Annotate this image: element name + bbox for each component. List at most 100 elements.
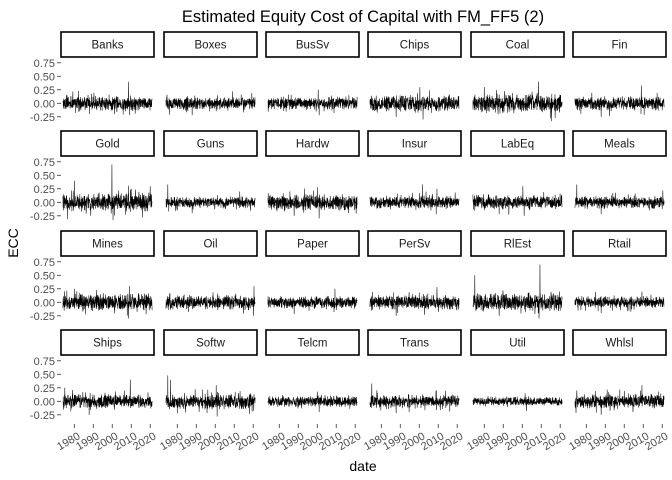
y-tick-label: 0.50 [34,270,55,282]
series-line-coal [472,81,563,122]
y-tick-label: 0.25 [34,284,55,296]
y-tick-label: 0.50 [34,71,55,83]
panel-boxes: Boxes [163,31,258,116]
y-tick-label: 0.00 [34,98,55,110]
panel-paper: Paper [265,230,360,315]
strip-label: Util [509,338,526,350]
series-line-trans [369,383,460,414]
panel-rlest: RlEst [470,230,565,319]
y-tick-label: 0.50 [34,369,55,381]
strip-box [265,130,360,157]
panel-bussv: BusSv [265,31,360,116]
strip-label: Fin [612,40,628,52]
strip-box [163,130,258,157]
series-line-labeq [472,186,563,216]
panel-mines: Mines -0.25 0.000.25 0.500.75 [30,230,155,323]
strip-label: Hardw [296,139,330,151]
strip-box [470,130,565,157]
panel-banks: Banks -0.25 0.000.25 0.500.75 [30,31,155,124]
strip-box [60,329,155,356]
y-tick-label: 0.25 [34,85,55,97]
x-axis-title: date [349,458,376,474]
y-tick-label: 0.75 [34,356,55,368]
strip-box [265,230,360,257]
strip-label: Insur [402,139,428,151]
strip-label: Oil [203,239,217,251]
strip-label: Meals [604,139,635,151]
panel-meals: Meals [572,130,667,215]
series-line-rlest [472,264,563,319]
panel-labeq: LabEq [470,130,565,216]
strip-box [572,31,667,58]
strip-label: Gold [95,139,119,151]
series-line-persv [369,287,460,316]
strip-box [265,31,360,58]
series-line-insur [369,184,460,215]
panel-ships: Ships-0.250.000.250.500.7519801990200020… [30,329,158,453]
strip-box [367,230,462,257]
strip-box [572,329,667,356]
series-line-guns [165,184,256,214]
strip-label: Boxes [195,40,227,52]
y-tick-label: 0.50 [34,170,55,182]
series-line-gold [62,164,153,221]
series-line-boxes [165,91,256,116]
strip-box [60,230,155,257]
strip-label: Trans [400,338,429,350]
strip-label: Whlsl [605,338,633,350]
strip-box [367,130,462,157]
strip-label: Telcm [297,338,327,350]
y-tick-label: 0.75 [34,157,55,169]
strip-label: Paper [297,239,328,251]
strip-label: Ships [93,338,122,350]
panel-insur: Insur [367,130,462,215]
strip-label: Chips [400,40,430,52]
strip-label: Softw [196,338,225,350]
series-line-hardw [267,187,358,219]
series-line-util [472,393,563,412]
y-tick-label: -0.25 [30,112,55,124]
strip-box [470,230,565,257]
y-tick-label: 0.75 [34,257,55,269]
strip-label: Guns [197,139,225,151]
strip-label: RlEst [504,239,532,251]
series-line-telcm [267,391,358,413]
y-axis-title: ECC [5,228,21,258]
panel-coal: Coal [470,31,565,122]
series-line-whlsl [574,385,665,415]
strip-box [367,31,462,58]
strip-box [572,130,667,157]
y-tick-label: 0.00 [34,197,55,209]
y-tick-label: -0.25 [30,311,55,323]
strip-box [163,230,258,257]
strip-box [163,31,258,58]
y-tick-label: 0.00 [34,396,55,408]
strip-label: PerSv [399,239,431,251]
strip-box [572,230,667,257]
series-line-chips [369,87,460,120]
strip-box [265,329,360,356]
panel-hardw: Hardw [265,130,360,219]
y-tick-label: -0.25 [30,410,55,422]
series-line-oil [165,286,256,316]
panel-rtail: Rtail [572,230,667,314]
strip-box [163,329,258,356]
strip-label: Mines [92,239,123,251]
series-line-rtail [574,291,665,314]
series-line-banks [62,81,153,116]
series-line-ships [62,379,153,415]
y-tick-label: -0.25 [30,211,55,223]
panel-chips: Chips [367,31,462,120]
strip-label: Rtail [608,239,631,251]
strip-box [470,31,565,58]
series-line-bussv [267,89,358,116]
series-line-meals [574,184,665,215]
strip-box [60,31,155,58]
panel-guns: Guns [163,130,258,214]
y-tick-label: 0.00 [34,297,55,309]
